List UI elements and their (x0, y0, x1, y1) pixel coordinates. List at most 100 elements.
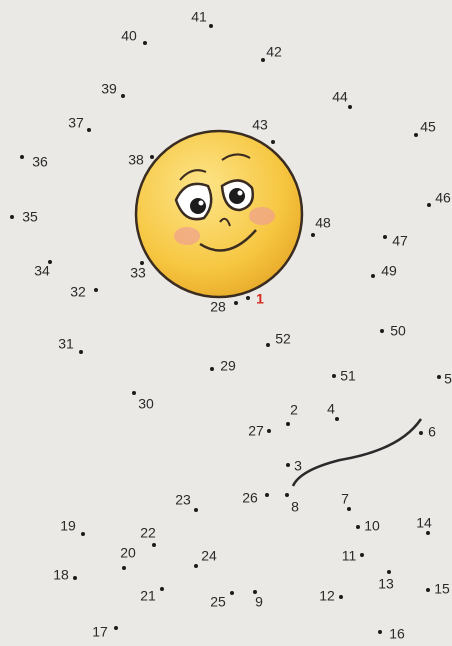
dot-number: 45 (420, 119, 436, 135)
dot-number: 6 (428, 424, 436, 440)
dot (261, 58, 265, 62)
dot-number: 5 (444, 371, 452, 387)
dot-number: 22 (140, 525, 156, 541)
dot (79, 350, 83, 354)
dot-number: 14 (416, 515, 432, 531)
dot (210, 367, 214, 371)
dot (383, 235, 387, 239)
dot (143, 41, 147, 45)
eye-shine (238, 191, 243, 196)
pupil (229, 188, 245, 204)
page: 1234567891011121314151617181920212223242… (0, 0, 452, 646)
dot (286, 422, 290, 426)
cheek (174, 227, 200, 245)
dot-number: 20 (120, 545, 136, 561)
dot-number: 52 (275, 331, 291, 347)
dot-number: 1 (256, 291, 264, 307)
dot-number: 18 (53, 567, 69, 583)
dot (234, 301, 238, 305)
dot-number: 13 (378, 576, 394, 592)
dot (81, 532, 85, 536)
dot (150, 155, 154, 159)
dot-number: 17 (92, 624, 108, 640)
dot-number: 38 (128, 152, 144, 168)
smiley-face (136, 131, 302, 297)
dot-number: 34 (34, 263, 50, 279)
dot-number: 49 (381, 263, 397, 279)
dot (339, 595, 343, 599)
dot-number: 28 (210, 299, 226, 315)
dot (348, 105, 352, 109)
dot-number: 11 (342, 548, 357, 564)
dot (437, 375, 441, 379)
dot-number: 32 (70, 284, 86, 300)
dot (20, 155, 24, 159)
dot-number: 2 (290, 402, 298, 418)
dot-number: 21 (140, 588, 156, 604)
dot (160, 587, 164, 591)
background (0, 0, 452, 646)
dot (194, 564, 198, 568)
dot-number: 27 (248, 423, 264, 439)
dot-number: 37 (68, 115, 84, 131)
dot-number: 10 (364, 518, 380, 534)
dot (194, 508, 198, 512)
dot (335, 417, 339, 421)
dot (271, 140, 275, 144)
dot (427, 203, 431, 207)
dot (266, 343, 270, 347)
dot (132, 391, 136, 395)
pupil (190, 198, 206, 214)
dot-number: 29 (220, 358, 236, 374)
dot-number: 25 (210, 594, 226, 610)
dot (121, 94, 125, 98)
dot (426, 531, 430, 535)
dot (94, 288, 98, 292)
dot (267, 429, 271, 433)
dot (10, 215, 14, 219)
dot-number: 39 (101, 81, 117, 97)
dot (387, 570, 391, 574)
dot-number: 16 (389, 626, 405, 642)
smiley (136, 131, 302, 297)
dot-number: 26 (242, 490, 258, 506)
dot (419, 431, 423, 435)
dot (286, 463, 290, 467)
dot (209, 24, 213, 28)
dot (122, 566, 126, 570)
dot-number: 8 (291, 499, 299, 515)
dot-number: 43 (252, 117, 268, 133)
dot-number: 31 (58, 336, 74, 352)
dot (347, 507, 351, 511)
dot-number: 46 (435, 190, 451, 206)
dot-number: 9 (255, 594, 263, 610)
dot (73, 576, 77, 580)
dot (87, 128, 91, 132)
dot-number: 24 (201, 548, 217, 564)
dot (414, 133, 418, 137)
dot-number: 41 (191, 9, 207, 25)
dot-number: 12 (319, 588, 335, 604)
dot (114, 626, 118, 630)
dot (230, 591, 234, 595)
puzzle-sheet: 1234567891011121314151617181920212223242… (0, 0, 452, 646)
dot (356, 525, 360, 529)
dot (285, 493, 289, 497)
dot (311, 233, 315, 237)
cheek (249, 207, 275, 225)
dot-number: 48 (315, 215, 331, 231)
dot-number: 47 (392, 233, 408, 249)
dot-number: 42 (266, 44, 282, 60)
dot-number: 15 (434, 581, 450, 597)
dot-number: 3 (294, 458, 302, 474)
dot (360, 553, 364, 557)
dot-number: 50 (390, 323, 406, 339)
dot-number: 19 (60, 518, 76, 534)
dot (265, 493, 269, 497)
dot (246, 296, 250, 300)
dot-number: 4 (327, 401, 335, 417)
dot (380, 329, 384, 333)
dot-number: 36 (32, 154, 48, 170)
dot-number: 35 (22, 209, 38, 225)
dot (378, 630, 382, 634)
